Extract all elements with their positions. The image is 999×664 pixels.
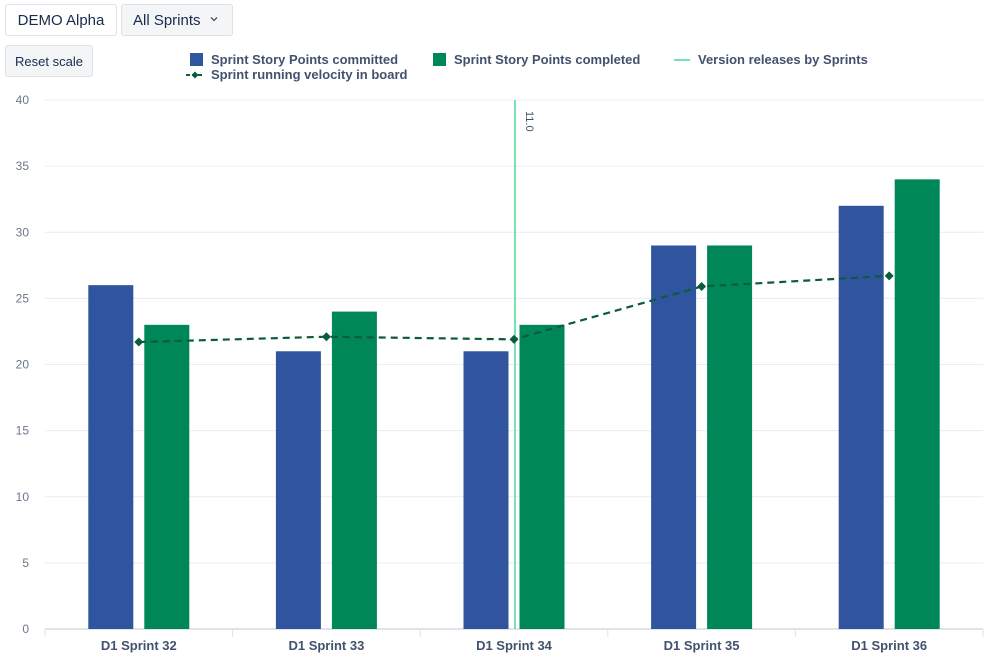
velocity-point[interactable] (134, 337, 144, 347)
legend-item-releases[interactable]: Version releases by Sprints (674, 52, 868, 67)
legend-swatch-completed (433, 53, 446, 66)
bar-committed[interactable] (275, 351, 321, 629)
velocity-point[interactable] (509, 334, 519, 344)
legend-label-velocity: Sprint running velocity in board (211, 67, 408, 82)
bar-completed[interactable] (519, 324, 565, 629)
legend-label-completed: Sprint Story Points completed (454, 52, 641, 67)
board-selector-button[interactable]: DEMO Alpha (5, 4, 117, 36)
legend-swatch-velocity (186, 71, 204, 79)
bar-completed[interactable] (707, 245, 753, 629)
legend-label-releases: Version releases by Sprints (698, 52, 868, 67)
bar-committed[interactable] (88, 285, 134, 629)
legend-label-committed: Sprint Story Points committed (211, 52, 399, 67)
board-selector-label: DEMO Alpha (17, 11, 105, 29)
x-tick-label: D1 Sprint 33 (288, 638, 364, 653)
y-tick-label: 0 (22, 622, 29, 636)
x-tick-label: D1 Sprint 34 (476, 638, 553, 653)
y-tick-label: 10 (16, 490, 30, 504)
x-tick-label: D1 Sprint 36 (851, 638, 927, 653)
velocity-point[interactable] (321, 332, 331, 342)
y-tick-label: 20 (16, 358, 30, 372)
reset-scale-label: Reset scale (15, 53, 83, 69)
x-tick-label: D1 Sprint 35 (664, 638, 740, 653)
version-release-label: 11.0 (523, 111, 535, 132)
y-tick-label: 15 (16, 424, 30, 438)
reset-scale-button[interactable]: Reset scale (5, 45, 93, 77)
y-tick-label: 40 (16, 93, 30, 107)
bar-completed[interactable] (894, 179, 940, 629)
legend-item-completed[interactable]: Sprint Story Points completed (433, 52, 640, 67)
velocity-point[interactable] (884, 271, 894, 281)
bar-completed[interactable] (331, 311, 377, 629)
y-tick-label: 5 (22, 556, 29, 570)
y-tick-label: 35 (16, 159, 30, 173)
legend-swatch-releases (674, 58, 690, 61)
sprint-range-select[interactable]: All Sprints (121, 4, 233, 36)
bar-completed[interactable] (144, 324, 190, 629)
chevron-down-icon (209, 11, 219, 28)
sprint-range-value: All Sprints (133, 11, 201, 29)
y-tick-label: 25 (16, 291, 30, 305)
y-tick-label: 30 (16, 225, 30, 239)
legend-item-committed[interactable]: Sprint Story Points committed (190, 52, 398, 67)
legend-swatch-committed (190, 53, 203, 66)
x-tick-label: D1 Sprint 32 (101, 638, 177, 653)
bar-committed[interactable] (838, 205, 884, 630)
bar-committed[interactable] (463, 351, 509, 629)
velocity-point[interactable] (697, 281, 707, 291)
legend-item-velocity[interactable]: Sprint running velocity in board (186, 67, 407, 82)
bar-committed[interactable] (651, 245, 697, 629)
